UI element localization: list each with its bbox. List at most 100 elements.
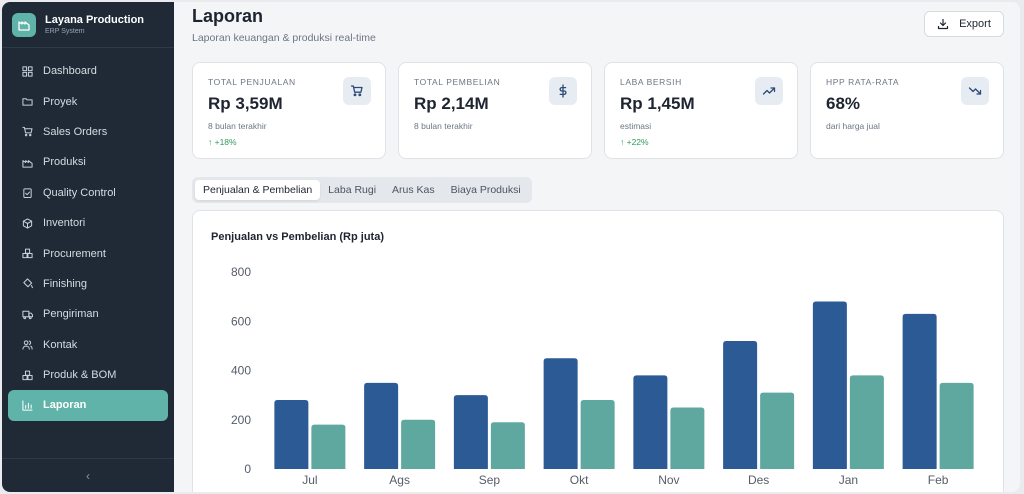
sidebar-item-produk-bom[interactable]: Produk & BOM xyxy=(8,360,168,390)
kpi-label: TOTAL PENJUALAN xyxy=(208,77,296,87)
factory-icon xyxy=(12,12,36,37)
export-button[interactable]: Export xyxy=(924,11,1004,37)
bar-feb-series-1 xyxy=(902,313,937,469)
bar-jul-series-1 xyxy=(274,400,309,469)
bar-sep-series-1 xyxy=(453,395,488,469)
brand-title: Layana Production xyxy=(45,14,145,26)
collapse-sidebar-button[interactable]: ‹ xyxy=(2,458,174,492)
grid-icon xyxy=(22,66,33,77)
bar-okt-series-1 xyxy=(543,358,578,469)
x-tick-label: Ags xyxy=(389,473,410,487)
bar-ags-series-1 xyxy=(364,382,399,469)
paint-bucket-icon xyxy=(22,278,33,289)
cart-icon xyxy=(22,126,33,137)
kpi-label: TOTAL PEMBELIAN xyxy=(414,77,501,87)
sidebar-item-label: Finishing xyxy=(43,277,88,290)
bar-des-series-1 xyxy=(723,340,758,469)
boxes-icon xyxy=(22,370,33,381)
kpi-card: LABA BERSIH Rp 1,45M estimasi ↑ +22% xyxy=(604,62,798,159)
bar-chart: 0 200 400 600 800 Jul Ags Sep Okt Nov Des Jan Feb xyxy=(231,265,974,487)
sidebar-nav: Dashboard Proyek Sales Orders Produksi Quali… xyxy=(2,48,174,421)
report-tabs: Penjualan & Pembelian Laba Rugi Arus Kas Bi… xyxy=(192,177,532,203)
x-tick-label: Feb xyxy=(928,473,949,487)
sidebar-item-label: Pengiriman xyxy=(43,308,99,321)
chevron-left-icon: ‹ xyxy=(86,468,90,483)
y-tick-label: 800 xyxy=(231,265,251,279)
x-tick-label: Jan xyxy=(839,473,858,487)
users-icon xyxy=(22,339,33,350)
kpi-value: Rp 2,14M xyxy=(414,94,489,113)
sidebar-item-pengiriman[interactable]: Pengiriman xyxy=(8,299,168,329)
sidebar-item-label: Procurement xyxy=(43,247,106,260)
sidebar-item-label: Produk & BOM xyxy=(43,369,117,382)
bar-nov-series-2 xyxy=(670,407,705,469)
x-tick-label: Des xyxy=(748,473,769,487)
sidebar-item-label: Inventori xyxy=(43,217,86,230)
folder-icon xyxy=(22,96,33,107)
sidebar-item-label: Laporan xyxy=(43,399,87,412)
sidebar-item-proyek[interactable]: Proyek xyxy=(8,86,168,116)
sidebar-item-dashboard[interactable]: Dashboard xyxy=(8,56,168,86)
cart-icon xyxy=(343,77,371,105)
bar-feb-series-2 xyxy=(939,382,974,469)
kpi-label: LABA BERSIH xyxy=(620,77,682,87)
chart-card: Penjualan vs Pembelian (Rp juta) 0 200 400… xyxy=(192,210,1004,492)
sidebar-item-label: Proyek xyxy=(43,95,78,108)
bar-des-series-2 xyxy=(760,392,795,469)
kpi-trend: ↑ +18% xyxy=(208,137,237,147)
page-header: Laporan Laporan keuangan & produksi real… xyxy=(192,2,1004,58)
sidebar-item-laporan[interactable]: Laporan xyxy=(8,390,168,421)
kpi-label: HPP RATA-RATA xyxy=(826,77,900,87)
kpi-subtext: dari harga jual xyxy=(826,121,880,131)
page-title: Laporan xyxy=(192,6,264,26)
sidebar-item-label: Sales Orders xyxy=(43,125,108,138)
page-subtitle: Laporan keuangan & produksi real-time xyxy=(192,32,376,44)
bar-nov-series-1 xyxy=(633,375,668,469)
sidebar-item-label: Quality Control xyxy=(43,186,116,199)
sidebar-item-finishing[interactable]: Finishing xyxy=(8,269,168,299)
brand[interactable]: Layana Production ERP System xyxy=(2,2,174,48)
kpi-subtext: 8 bulan terakhir xyxy=(414,121,473,131)
sidebar-item-label: Produksi xyxy=(43,156,86,169)
sidebar: Layana Production ERP System Dashboard Pr… xyxy=(2,2,174,492)
y-tick-label: 200 xyxy=(231,413,251,427)
download-icon xyxy=(937,18,949,30)
y-tick-label: 400 xyxy=(231,364,251,378)
bar-jan-series-2 xyxy=(849,375,884,469)
factory-icon xyxy=(22,157,33,168)
kpi-card: TOTAL PENJUALAN Rp 3,59M 8 bulan terakhir ↑… xyxy=(192,62,386,159)
sidebar-item-procurement[interactable]: Procurement xyxy=(8,238,168,268)
export-label: Export xyxy=(959,18,991,30)
kpi-card: TOTAL PEMBELIAN Rp 2,14M 8 bulan terakhir xyxy=(398,62,592,159)
kpi-value: Rp 3,59M xyxy=(208,94,283,113)
bar-chart-icon xyxy=(22,400,33,411)
bar-jan-series-1 xyxy=(812,301,847,469)
y-tick-label: 0 xyxy=(244,462,251,476)
truck-icon xyxy=(22,309,33,320)
tab-penjualan-pembelian[interactable]: Penjualan & Pembelian xyxy=(195,180,321,200)
trending-down-icon xyxy=(961,77,989,105)
x-tick-label: Okt xyxy=(570,473,589,487)
kpi-cards: TOTAL PENJUALAN Rp 3,59M 8 bulan terakhir ↑… xyxy=(192,62,1004,159)
x-tick-label: Jul xyxy=(302,473,317,487)
sidebar-item-kontak[interactable]: Kontak xyxy=(8,330,168,360)
sidebar-item-label: Kontak xyxy=(43,338,78,351)
tab-biaya-produksi[interactable]: Biaya Produksi xyxy=(450,184,521,196)
trending-up-icon xyxy=(755,77,783,105)
x-tick-label: Nov xyxy=(658,473,679,487)
tab-laba-rugi[interactable]: Laba Rugi xyxy=(328,184,377,196)
kpi-trend: ↑ +22% xyxy=(620,137,649,147)
bar-jul-series-2 xyxy=(311,424,346,469)
x-tick-label: Sep xyxy=(479,473,501,487)
bar-okt-series-2 xyxy=(580,400,615,469)
kpi-subtext: estimasi xyxy=(620,121,652,131)
kpi-value: 68% xyxy=(826,94,861,113)
sidebar-item-quality-control[interactable]: Quality Control xyxy=(8,178,168,208)
sidebar-item-sales-orders[interactable]: Sales Orders xyxy=(8,117,168,147)
sidebar-item-produksi[interactable]: Produksi xyxy=(8,147,168,177)
sidebar-item-inventori[interactable]: Inventori xyxy=(8,208,168,238)
clipboard-check-icon xyxy=(22,187,33,199)
tab-arus-kas[interactable]: Arus Kas xyxy=(392,184,435,196)
kpi-card: HPP RATA-RATA 68% dari harga jual xyxy=(810,62,1004,159)
